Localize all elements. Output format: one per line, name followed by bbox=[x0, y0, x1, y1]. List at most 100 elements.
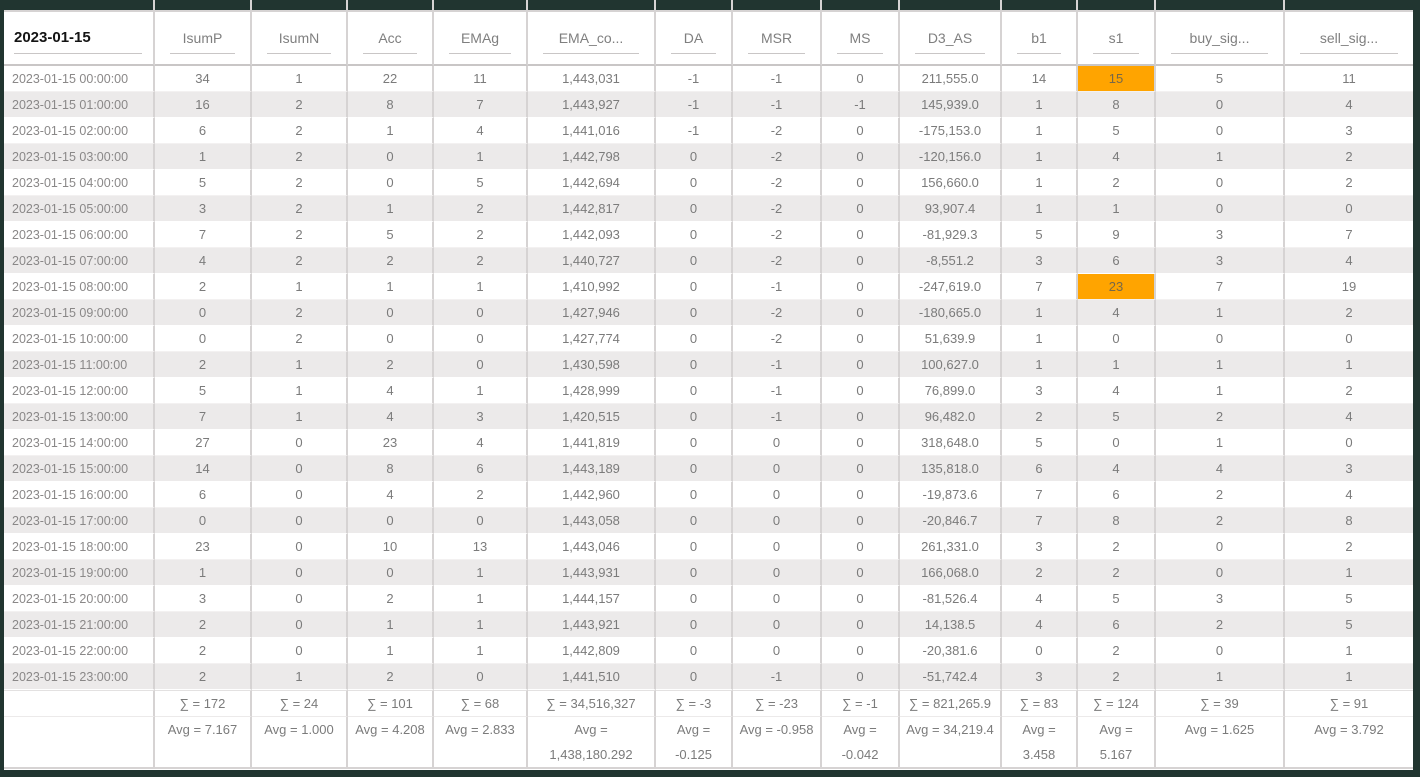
data-cell[interactable]: 0 bbox=[1156, 534, 1285, 560]
time-cell[interactable]: 2023-01-15 22:00:00 bbox=[4, 638, 155, 664]
data-cell[interactable]: 211,555.0 bbox=[900, 66, 1002, 92]
data-cell[interactable]: 1,443,189 bbox=[528, 456, 656, 482]
data-cell[interactable]: 5 bbox=[1285, 586, 1413, 612]
time-cell[interactable]: 2023-01-15 09:00:00 bbox=[4, 300, 155, 326]
data-cell[interactable]: 76,899.0 bbox=[900, 378, 1002, 404]
data-cell[interactable]: 2 bbox=[252, 92, 348, 118]
data-cell[interactable]: 2 bbox=[1078, 170, 1156, 196]
data-cell[interactable]: 1,430,598 bbox=[528, 352, 656, 378]
data-cell[interactable]: 0 bbox=[733, 508, 822, 534]
data-cell[interactable]: 1 bbox=[1156, 664, 1285, 690]
data-cell[interactable]: 0 bbox=[1156, 196, 1285, 222]
data-cell[interactable]: 1 bbox=[1078, 352, 1156, 378]
data-cell[interactable]: 0 bbox=[822, 664, 900, 690]
time-cell[interactable]: 2023-01-15 14:00:00 bbox=[4, 430, 155, 456]
data-cell[interactable]: 0 bbox=[822, 170, 900, 196]
data-cell[interactable]: 4 bbox=[1285, 92, 1413, 118]
data-cell[interactable]: 0 bbox=[656, 352, 733, 378]
data-cell[interactable]: 0 bbox=[822, 326, 900, 352]
data-cell[interactable]: 2 bbox=[252, 144, 348, 170]
data-cell[interactable]: 1,427,946 bbox=[528, 300, 656, 326]
time-cell[interactable]: 2023-01-15 20:00:00 bbox=[4, 586, 155, 612]
data-cell[interactable]: 0 bbox=[733, 638, 822, 664]
data-cell[interactable]: -81,929.3 bbox=[900, 222, 1002, 248]
data-cell[interactable]: -2 bbox=[733, 248, 822, 274]
data-cell[interactable]: 5 bbox=[1078, 586, 1156, 612]
data-cell[interactable]: 1 bbox=[155, 560, 252, 586]
time-cell[interactable]: 2023-01-15 16:00:00 bbox=[4, 482, 155, 508]
data-cell[interactable]: 1 bbox=[252, 352, 348, 378]
data-cell[interactable]: -2 bbox=[733, 326, 822, 352]
data-cell[interactable]: 0 bbox=[822, 222, 900, 248]
data-cell[interactable]: -1 bbox=[733, 92, 822, 118]
data-cell[interactable]: 166,068.0 bbox=[900, 560, 1002, 586]
data-cell[interactable]: 0 bbox=[1002, 638, 1078, 664]
data-cell[interactable]: 3 bbox=[1002, 534, 1078, 560]
time-cell[interactable]: 2023-01-15 18:00:00 bbox=[4, 534, 155, 560]
data-cell[interactable]: 2 bbox=[1285, 534, 1413, 560]
data-cell[interactable]: 6 bbox=[1002, 456, 1078, 482]
data-cell[interactable]: 1,443,046 bbox=[528, 534, 656, 560]
data-cell[interactable]: 7 bbox=[155, 222, 252, 248]
data-cell[interactable]: 0 bbox=[822, 508, 900, 534]
data-cell[interactable]: 5 bbox=[1285, 612, 1413, 638]
data-cell[interactable]: 5 bbox=[1002, 430, 1078, 456]
data-cell[interactable]: 0 bbox=[656, 560, 733, 586]
time-cell[interactable]: 2023-01-15 15:00:00 bbox=[4, 456, 155, 482]
data-cell[interactable]: -247,619.0 bbox=[900, 274, 1002, 300]
data-cell[interactable]: 4 bbox=[1285, 482, 1413, 508]
data-cell[interactable]: 1 bbox=[252, 404, 348, 430]
data-cell[interactable]: 1,440,727 bbox=[528, 248, 656, 274]
data-cell[interactable]: 1,442,960 bbox=[528, 482, 656, 508]
data-cell[interactable]: 0 bbox=[656, 482, 733, 508]
data-cell[interactable]: 1 bbox=[348, 638, 434, 664]
data-cell[interactable]: 0 bbox=[348, 560, 434, 586]
data-cell[interactable]: -1 bbox=[822, 92, 900, 118]
data-cell[interactable]: 6 bbox=[1078, 482, 1156, 508]
data-cell[interactable]: 1 bbox=[434, 612, 528, 638]
data-cell[interactable]: 1 bbox=[348, 612, 434, 638]
data-cell[interactable]: -1 bbox=[733, 274, 822, 300]
data-cell[interactable]: 7 bbox=[1156, 274, 1285, 300]
time-cell[interactable]: 2023-01-15 19:00:00 bbox=[4, 560, 155, 586]
data-cell[interactable]: 14 bbox=[155, 456, 252, 482]
data-cell[interactable]: 3 bbox=[155, 196, 252, 222]
data-cell[interactable]: -2 bbox=[733, 196, 822, 222]
data-cell[interactable]: 0 bbox=[656, 612, 733, 638]
data-cell[interactable]: 0 bbox=[434, 326, 528, 352]
data-cell[interactable]: 1 bbox=[1078, 196, 1156, 222]
data-cell[interactable]: 7 bbox=[1285, 222, 1413, 248]
data-cell[interactable]: 0 bbox=[434, 508, 528, 534]
data-cell[interactable]: -2 bbox=[733, 170, 822, 196]
data-cell[interactable]: 7 bbox=[1002, 508, 1078, 534]
data-cell[interactable]: 1 bbox=[434, 586, 528, 612]
data-cell[interactable]: 0 bbox=[822, 430, 900, 456]
data-cell[interactable]: 6 bbox=[155, 482, 252, 508]
data-cell[interactable]: 9 bbox=[1078, 222, 1156, 248]
time-cell[interactable]: 2023-01-15 08:00:00 bbox=[4, 274, 155, 300]
data-cell[interactable]: 2 bbox=[1285, 144, 1413, 170]
data-cell[interactable]: 3 bbox=[1285, 118, 1413, 144]
data-cell[interactable]: 0 bbox=[822, 300, 900, 326]
data-cell[interactable]: 0 bbox=[656, 378, 733, 404]
data-cell[interactable]: 1 bbox=[348, 196, 434, 222]
data-cell[interactable]: -19,873.6 bbox=[900, 482, 1002, 508]
data-cell[interactable]: -175,153.0 bbox=[900, 118, 1002, 144]
time-cell[interactable]: 2023-01-15 12:00:00 bbox=[4, 378, 155, 404]
data-cell[interactable]: 0 bbox=[822, 612, 900, 638]
data-cell[interactable]: 1 bbox=[434, 274, 528, 300]
data-cell[interactable]: 0 bbox=[252, 430, 348, 456]
data-cell[interactable]: 3 bbox=[1002, 664, 1078, 690]
data-cell[interactable]: -20,846.7 bbox=[900, 508, 1002, 534]
data-cell[interactable]: 2 bbox=[1285, 300, 1413, 326]
data-cell[interactable]: 4 bbox=[1078, 144, 1156, 170]
data-cell[interactable]: 2 bbox=[1002, 560, 1078, 586]
data-cell[interactable]: 0 bbox=[656, 534, 733, 560]
data-cell[interactable]: 2 bbox=[252, 300, 348, 326]
data-cell[interactable]: 0 bbox=[252, 638, 348, 664]
data-cell[interactable]: 19 bbox=[1285, 274, 1413, 300]
data-cell[interactable]: 2 bbox=[1078, 534, 1156, 560]
data-cell[interactable]: 0 bbox=[733, 612, 822, 638]
data-cell[interactable]: 0 bbox=[1156, 170, 1285, 196]
data-cell[interactable]: 0 bbox=[252, 560, 348, 586]
